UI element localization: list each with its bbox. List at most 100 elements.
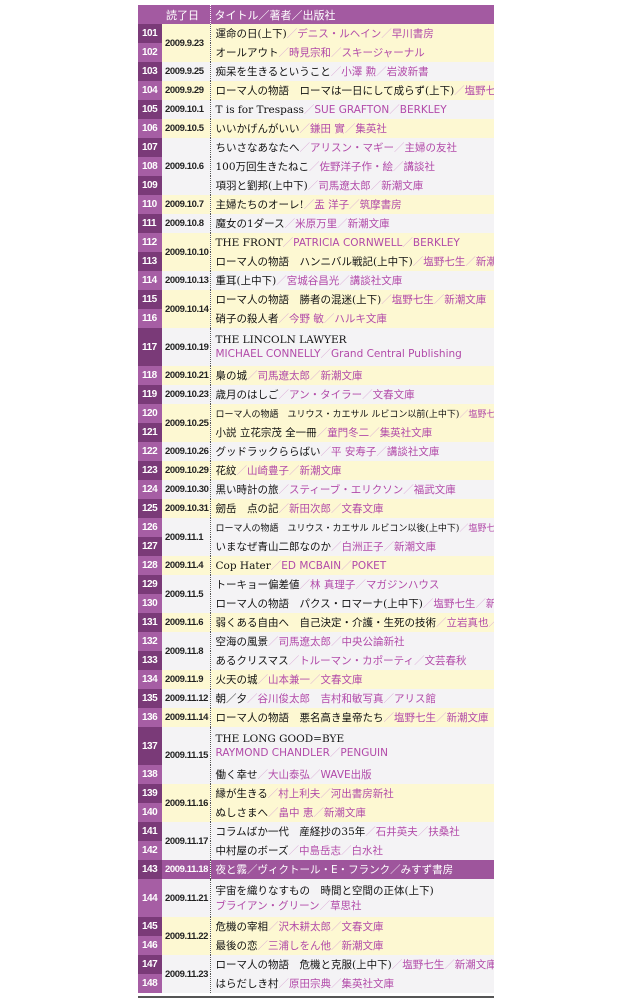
book-publisher: 草思社: [330, 900, 362, 912]
book-entry: ローマ人の物語 ハンニバル戦記(上中下)／塩野七生／新潮文庫: [209, 252, 494, 271]
book-credits: ／塩野七生／新潮文庫: [384, 712, 489, 724]
book-title: 魔女の1ダース: [215, 218, 285, 230]
book-publisher: 主婦の友社: [404, 142, 458, 154]
entry-number: 148: [138, 974, 162, 993]
table-row: 138 働く幸せ／大山泰弘／WAVE出版: [138, 765, 494, 784]
table-row: 140 ぬしさまへ／畠中 恵／新潮文庫: [138, 803, 494, 822]
entry-number: 132: [138, 632, 162, 651]
book-author: 白洲正子: [341, 541, 384, 553]
separator: ／: [247, 693, 258, 705]
separator: ／: [303, 199, 315, 211]
book-entry: 運命の日(上下)／デニス・ルヘイン／早川書房: [209, 24, 494, 43]
table-row: 116 硝子の殺人者／今野 敏／ハルキ文庫: [138, 309, 494, 328]
separator: ／: [310, 370, 321, 382]
book-publisher: 新潮文庫: [454, 959, 494, 971]
read-date: 2009.10.23: [162, 385, 210, 404]
separator: ／: [383, 712, 395, 724]
book-title: 空海の風景: [215, 636, 269, 648]
book-title: トーキョー偏差値: [215, 579, 300, 591]
separator: ／: [376, 446, 387, 458]
separator: ／: [414, 655, 425, 667]
separator: ／: [383, 541, 395, 553]
book-author: 山崎豊子: [247, 465, 289, 477]
entry-number: 120: [138, 404, 162, 423]
book-entry: 梟の城／司馬遼太郎／新潮文庫: [209, 366, 494, 385]
entry-number: 139: [138, 784, 162, 803]
book-credits: ／童門冬二／集英社文庫: [317, 427, 433, 439]
separator: ／: [433, 294, 445, 306]
book-entry: 危機の宰相／沢木耕太郎／文春文庫: [209, 917, 494, 936]
book-author: 童門冬二: [327, 427, 370, 439]
book-credits: ／大山泰弘／WAVE出版: [258, 769, 372, 781]
book-publisher: 新潮文庫: [347, 218, 390, 230]
book-entry: 宇宙を織りなすもの 時間と空間の正体(上下) ブライアン・グリーン／草思社: [209, 879, 494, 917]
entry-number: 137: [138, 727, 162, 765]
separator: ／: [310, 674, 321, 686]
book-author: アン・タイラー: [289, 389, 363, 401]
book-publisher: 中央公論新社: [341, 636, 405, 648]
separator: ／: [417, 826, 429, 838]
book-publisher: アリス館: [394, 693, 436, 705]
book-credits: ／谷川俊太郎 吉村和敏写真／アリス館: [247, 693, 436, 705]
book-credits: ／林 真理子／マガジンハウス: [300, 579, 440, 591]
book-credits: ／ヴィクトール・E・フランク／みすず書房: [247, 864, 453, 876]
read-date: 2009.11.22: [162, 917, 210, 955]
separator: ／: [316, 427, 328, 439]
book-credits: ／平 安寿子／講談社文庫: [321, 446, 440, 458]
book-title: ローマ人の物語 ローマは一日にして成らず(上下): [215, 85, 455, 97]
book-credits: ／盂 洋子／筑摩書房: [304, 199, 402, 211]
book-author: ED MCBAIN: [281, 560, 342, 572]
bottom-rule: [138, 996, 494, 998]
book-entry: 100万回生きたねこ／佐野洋子作・絵／講談社: [209, 157, 494, 176]
book-publisher: 講談社文庫: [386, 446, 440, 458]
book-author: 鎌田 實: [310, 123, 345, 135]
separator: ／: [313, 807, 324, 819]
separator: ／: [389, 104, 400, 116]
book-title: 100万回生きたねこ: [215, 161, 310, 173]
book-entry: THE LINCOLN LAWYER MICHAEL CONNELLY／Grand…: [209, 328, 494, 366]
book-title: コラムばか一代 産経抄の35年: [215, 826, 366, 838]
book-publisher: 新潮文庫: [486, 598, 494, 610]
read-date: 2009.10.7: [162, 195, 210, 214]
separator: ／: [320, 347, 332, 360]
separator: ／: [247, 370, 258, 382]
separator: ／: [355, 579, 366, 591]
book-credits: ／三浦しをん他／新潮文庫: [258, 940, 384, 952]
book-publisher: 集英社文庫: [341, 978, 395, 990]
book-entry: はらだしき村／原田宗典／集英社文庫: [209, 974, 494, 993]
separator: ／: [412, 256, 424, 268]
book-title: 項羽と劉邦(上中下): [215, 180, 308, 192]
book-publisher: 扶桑社: [428, 826, 460, 838]
separator: ／: [331, 940, 342, 952]
book-author: 塩野七生: [468, 524, 494, 534]
book-publisher: 新潮文庫: [381, 180, 424, 192]
book-publisher: 福武文庫: [413, 484, 456, 496]
book-credits: ／スティーブ・エリクソン／福武文庫: [279, 484, 456, 496]
read-date: 2009.10.26: [162, 442, 210, 461]
table-row: 133 あるクリスマス／トルーマン・カポーティ／文芸春秋: [138, 651, 494, 670]
read-date: 2009.11.14: [162, 708, 210, 727]
book-title: ローマ人の物語 パクス・ロマーナ(上中下): [215, 598, 423, 610]
book-entry: ローマ人の物語 勝者の混迷(上下)／塩野七生／新潮文庫: [209, 290, 494, 309]
book-credits: ／塩野七生／新潮文庫: [392, 959, 494, 971]
header-title: タイトル／著者／出版社: [209, 5, 494, 24]
book-credits: ／宮城谷昌光／講談社文庫: [276, 275, 402, 287]
separator: ／: [278, 47, 290, 59]
entry-number: 106: [138, 119, 162, 138]
book-credits: ／時見宗和／スキージャーナル: [279, 47, 425, 59]
separator: ／: [299, 579, 311, 591]
book-author: 大山泰弘: [268, 769, 310, 781]
separator: ／: [391, 959, 403, 971]
book-title: はらだしき村: [215, 978, 279, 990]
separator: ／: [278, 484, 290, 496]
book-author: 原田宗典: [289, 978, 331, 990]
table-row: 125 2009.10.31 劒岳 点の記／新田次郎／文春文庫: [138, 499, 494, 518]
book-author: 石井英夫: [375, 826, 418, 838]
book-entry: あるクリスマス／トルーマン・カポーティ／文芸春秋: [209, 651, 494, 670]
book-credits: ／白洲正子／新潮文庫: [331, 541, 436, 553]
book-publisher: 集英社文庫: [379, 427, 433, 439]
book-title: 重耳(上中下): [215, 275, 277, 287]
separator: ／: [270, 560, 282, 572]
separator: ／: [465, 256, 476, 268]
book-title: 黒い時計の旅: [215, 484, 279, 496]
